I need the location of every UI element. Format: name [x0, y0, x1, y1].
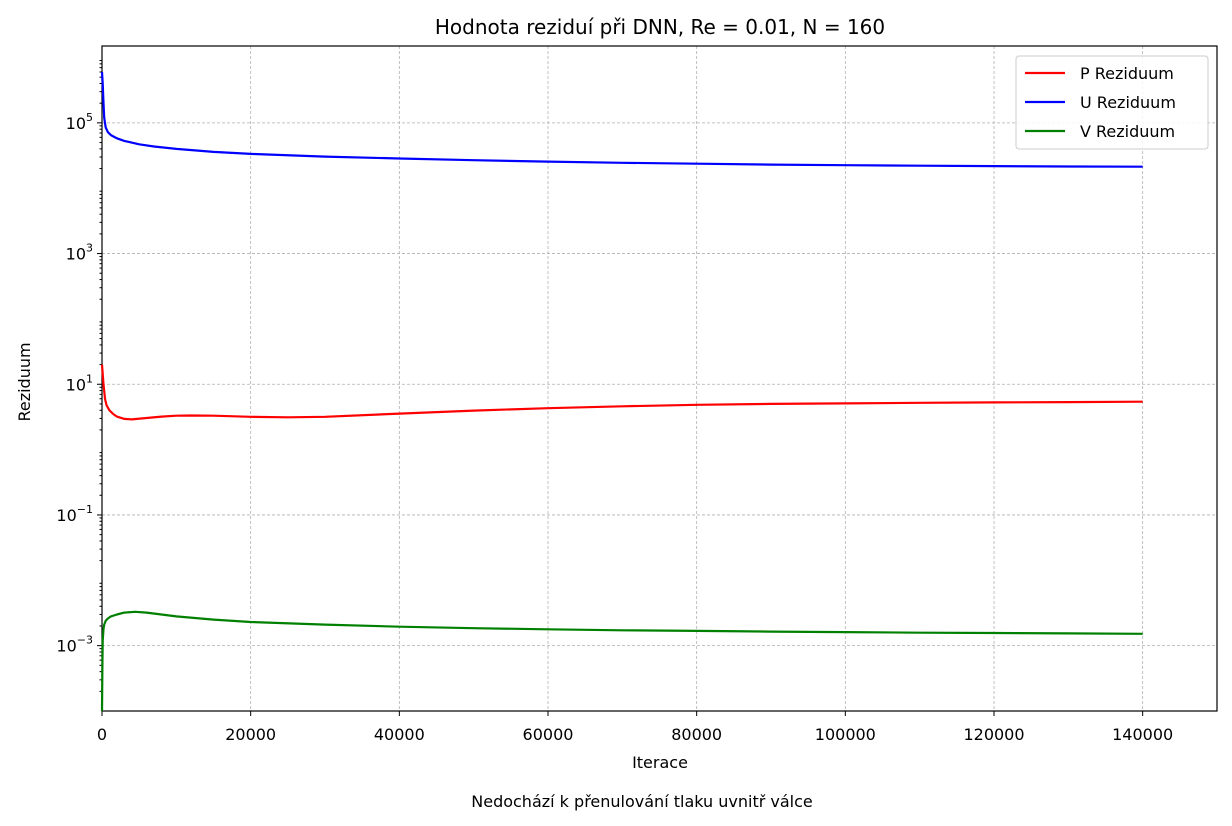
x-tick-label: 80000 [671, 725, 722, 744]
x-tick-label: 0 [97, 725, 107, 744]
x-axis-label: Iterace [632, 753, 688, 772]
y-tick-label: 103 [66, 242, 93, 264]
figure-caption: Nedochází k přenulování tlaku uvnitř vál… [471, 792, 812, 811]
legend-label: U Reziduum [1080, 93, 1176, 112]
x-tick-label: 20000 [225, 725, 276, 744]
x-tick-label: 40000 [374, 725, 425, 744]
y-tick-label: 105 [66, 111, 93, 133]
tick-labels: 0 20000 40000 60000 80000 100000 120000 140000 1… [56, 111, 1173, 744]
y-tick-label: 101 [66, 372, 93, 394]
legend-box [1015, 55, 1209, 150]
y-tick-label: 10−1 [56, 503, 93, 525]
x-tick-label: 120000 [963, 725, 1024, 744]
series-line-v-reziduum [100, 610, 1143, 712]
series-line-p-reziduum [100, 364, 1143, 421]
chart-title: Hodnota reziduí při DNN, Re = 0.01, N = … [435, 15, 885, 39]
y-tick-label: 10−3 [56, 634, 93, 656]
legend: P Reziduum U Reziduum V Reziduum [1015, 55, 1209, 150]
x-tick-label: 60000 [523, 725, 574, 744]
series-lines [100, 71, 1143, 712]
series-line-u-reziduum [100, 71, 1143, 168]
grid-lines [101, 46, 1217, 711]
x-tick-label: 140000 [1112, 725, 1173, 744]
y-axis-label: Reziduum [15, 342, 34, 421]
x-tick-label: 100000 [815, 725, 876, 744]
legend-label: P Reziduum [1080, 64, 1174, 83]
legend-label: V Reziduum [1080, 122, 1175, 141]
